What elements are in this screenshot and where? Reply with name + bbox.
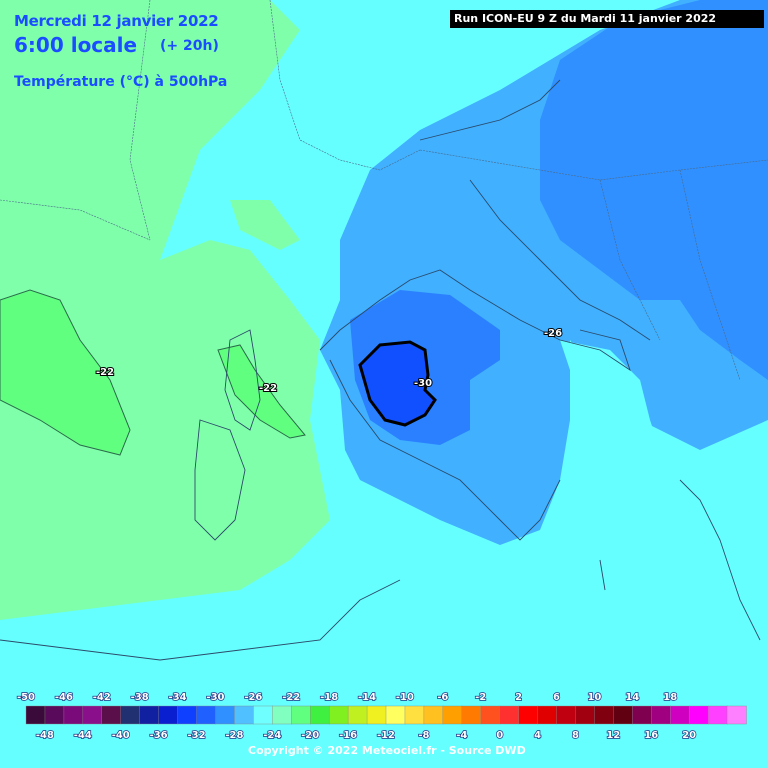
legend-swatch bbox=[82, 705, 103, 725]
legend-tick-top: 14 bbox=[625, 692, 639, 703]
legend-swatch bbox=[688, 705, 709, 725]
legend-tick-bottom: -16 bbox=[339, 730, 357, 741]
legend-swatch bbox=[632, 705, 652, 725]
legend-swatch bbox=[575, 705, 596, 725]
warm-region-west bbox=[0, 0, 330, 620]
legend-swatch bbox=[423, 705, 444, 725]
copyright-notice: Copyright © 2022 Meteociel.fr - Source D… bbox=[248, 744, 526, 757]
contour-label: -22 bbox=[96, 367, 114, 378]
legend-swatch bbox=[158, 705, 179, 725]
legend-swatch bbox=[385, 705, 406, 725]
legend-tick-top: -10 bbox=[396, 692, 414, 703]
legend-tick-bottom: -32 bbox=[187, 730, 205, 741]
legend-swatch bbox=[707, 705, 728, 725]
contour-label: -26 bbox=[544, 328, 562, 339]
legend-tick-top: 2 bbox=[515, 692, 522, 703]
legend-swatch bbox=[442, 705, 463, 725]
legend-swatch bbox=[120, 705, 141, 725]
legend-swatch bbox=[196, 705, 217, 725]
legend-swatch bbox=[215, 705, 236, 725]
legend-tick-top: -46 bbox=[55, 692, 73, 703]
forecast-offset: (+ 20h) bbox=[160, 38, 219, 54]
legend-tick-bottom: -28 bbox=[225, 730, 243, 741]
legend-swatch bbox=[537, 705, 558, 725]
legend-tick-bottom: -8 bbox=[418, 730, 429, 741]
contour-label: -22 bbox=[259, 383, 277, 394]
legend-tick-top: -42 bbox=[93, 692, 111, 703]
legend-swatch bbox=[594, 705, 615, 725]
legend-swatch bbox=[253, 705, 274, 725]
coastlines bbox=[0, 79, 761, 661]
legend-swatch bbox=[670, 705, 690, 725]
legend-tick-bottom: -24 bbox=[263, 730, 281, 741]
legend-tick-top: -2 bbox=[475, 692, 486, 703]
region-minus22-west bbox=[0, 289, 131, 456]
legend-tick-bottom: 20 bbox=[682, 730, 696, 741]
legend-swatch bbox=[25, 705, 46, 725]
run-banner: Run ICON-EU 9 Z du Mardi 11 janvier 2022 bbox=[450, 10, 764, 28]
legend-tick-top: 10 bbox=[587, 692, 601, 703]
legend-tick-top: -38 bbox=[131, 692, 149, 703]
legend-tick-top: -26 bbox=[244, 692, 262, 703]
legend-tick-bottom: -36 bbox=[150, 730, 168, 741]
legend-tick-bottom: 16 bbox=[644, 730, 658, 741]
region-minus28-balkans bbox=[540, 0, 768, 380]
legend-swatch bbox=[726, 705, 747, 725]
legend-tick-bottom: -4 bbox=[456, 730, 467, 741]
contour-label: -30 bbox=[414, 378, 432, 389]
legend-swatch bbox=[139, 705, 160, 725]
legend-swatch bbox=[461, 705, 482, 725]
legend-swatch bbox=[101, 705, 122, 725]
legend-tick-bottom: -12 bbox=[377, 730, 395, 741]
legend-swatch bbox=[651, 705, 671, 725]
legend-swatch bbox=[177, 705, 198, 725]
legend-swatch bbox=[328, 705, 349, 725]
legend-tick-top: -6 bbox=[437, 692, 448, 703]
legend-tick-bottom: -20 bbox=[301, 730, 319, 741]
legend-swatch bbox=[347, 705, 368, 725]
region-minus30-core bbox=[358, 340, 437, 427]
legend-tick-bottom: 0 bbox=[496, 730, 503, 741]
legend-swatch bbox=[499, 705, 520, 725]
legend-tick-top: -22 bbox=[282, 692, 300, 703]
legend-tick-top: -14 bbox=[358, 692, 376, 703]
hour-title: 6:00 locale bbox=[14, 33, 138, 57]
legend-tick-top: -30 bbox=[206, 692, 224, 703]
legend-tick-top: 18 bbox=[663, 692, 677, 703]
legend-tick-bottom: -44 bbox=[74, 730, 92, 741]
legend-swatch bbox=[480, 705, 501, 725]
legend-swatch bbox=[291, 705, 311, 725]
legend-tick-bottom: 12 bbox=[606, 730, 620, 741]
legend-tick-top: -18 bbox=[320, 692, 338, 703]
legend-swatch bbox=[310, 705, 330, 725]
legend-swatch bbox=[366, 705, 387, 725]
date-title: Mercredi 12 janvier 2022 bbox=[14, 12, 219, 30]
legend-swatch bbox=[272, 705, 292, 725]
adriatic-gap bbox=[560, 340, 660, 450]
parameter-title: Température (°C) à 500hPa bbox=[14, 74, 228, 90]
legend-tick-top: 6 bbox=[553, 692, 560, 703]
legend-swatch bbox=[556, 705, 577, 725]
legend-swatch bbox=[234, 705, 255, 725]
legend-tick-bottom: -40 bbox=[112, 730, 130, 741]
legend-swatch bbox=[613, 705, 634, 725]
legend-tick-top: -50 bbox=[17, 692, 35, 703]
legend-swatch bbox=[44, 705, 65, 725]
legend-tick-bottom: -48 bbox=[36, 730, 54, 741]
legend-tick-bottom: 4 bbox=[534, 730, 541, 741]
warm-patch-alps bbox=[230, 200, 300, 250]
borders bbox=[0, 0, 768, 381]
legend-swatch bbox=[63, 705, 84, 725]
legend-swatch bbox=[404, 705, 425, 725]
legend-tick-bottom: 8 bbox=[572, 730, 579, 741]
color-legend: -50 -46 -42 -38 -34 -30 -26 -22 -18 -14 -10 -6 -2 2 6 1… bbox=[16, 691, 747, 742]
legend-swatch bbox=[518, 705, 539, 725]
region-minus22-corsica bbox=[217, 344, 306, 439]
legend-tick-top: -34 bbox=[169, 692, 187, 703]
